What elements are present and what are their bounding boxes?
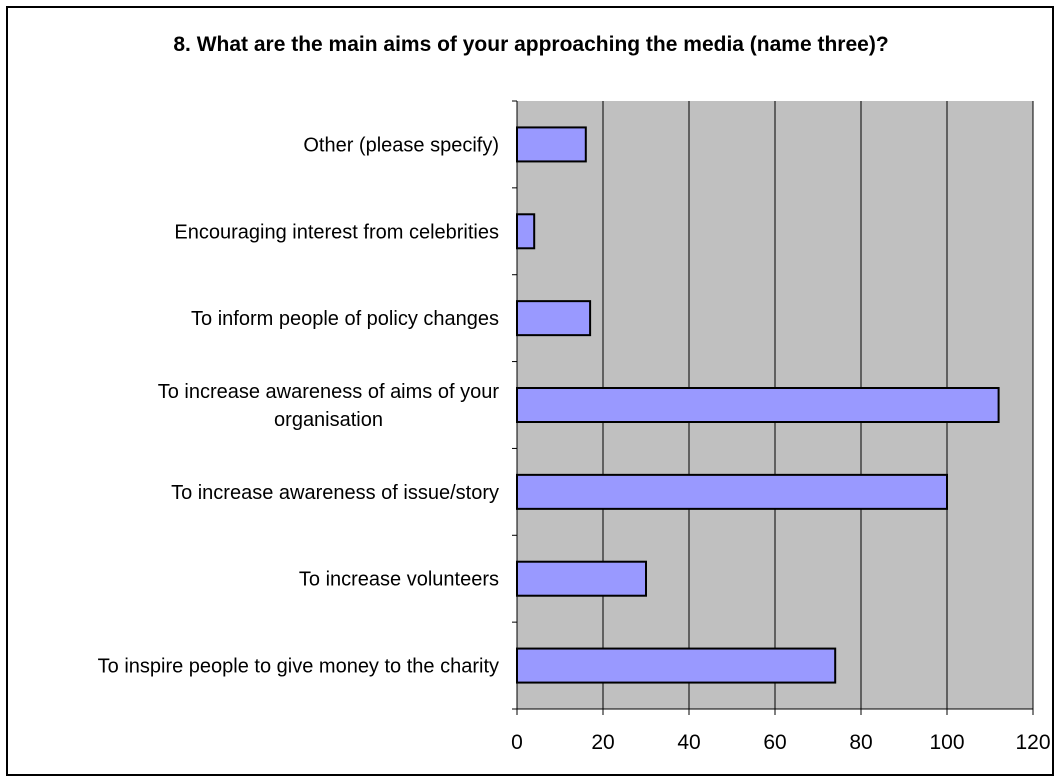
x-tick-label: 40	[677, 731, 700, 754]
category-label-line: To increase awareness of aims of your	[158, 381, 500, 403]
bar	[516, 387, 1000, 423]
bar	[516, 647, 837, 684]
category-label: To increase volunteers	[299, 569, 499, 591]
x-tick-label: 120	[1015, 731, 1050, 754]
bar	[516, 300, 592, 337]
chart-title: 8. What are the main aims of your approa…	[173, 33, 889, 56]
x-tick-label: 0	[511, 731, 523, 754]
x-tick-label: 80	[849, 731, 872, 754]
category-label: To inform people of policy changes	[191, 308, 499, 330]
x-tick-label: 60	[763, 731, 786, 754]
x-tick-label: 20	[591, 731, 614, 754]
bar	[516, 473, 948, 510]
category-label: To increase awareness of aims of your	[158, 381, 500, 403]
bar	[516, 560, 647, 597]
bar	[516, 126, 587, 163]
category-label: To inspire people to give money to the c…	[98, 656, 499, 678]
x-tick-label: 100	[929, 731, 964, 754]
category-label: Other (please specify)	[303, 134, 499, 156]
bar	[516, 213, 536, 250]
category-label: To increase awareness of issue/story	[171, 482, 499, 504]
category-label-line: organisation	[274, 409, 383, 431]
category-label: Encouraging interest from celebrities	[174, 221, 499, 243]
